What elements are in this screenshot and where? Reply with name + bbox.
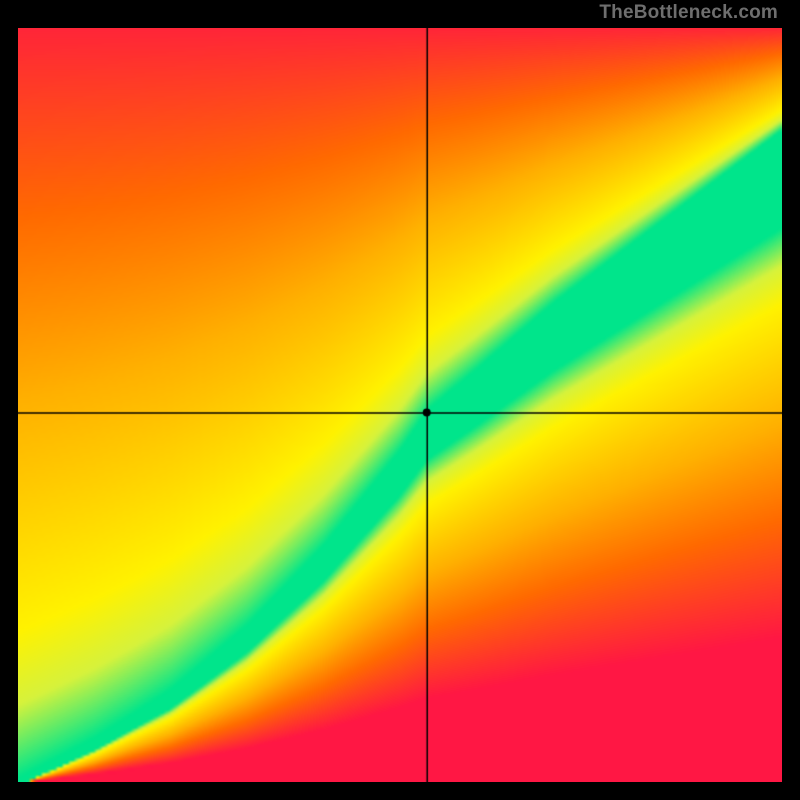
chart-container: TheBottleneck.com bbox=[0, 0, 800, 800]
watermark-text: TheBottleneck.com bbox=[599, 2, 778, 24]
bottleneck-heatmap bbox=[18, 28, 782, 782]
